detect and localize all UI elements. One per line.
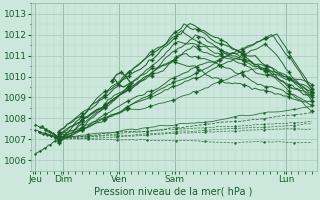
X-axis label: Pression niveau de la mer( hPa ): Pression niveau de la mer( hPa ): [94, 187, 253, 197]
